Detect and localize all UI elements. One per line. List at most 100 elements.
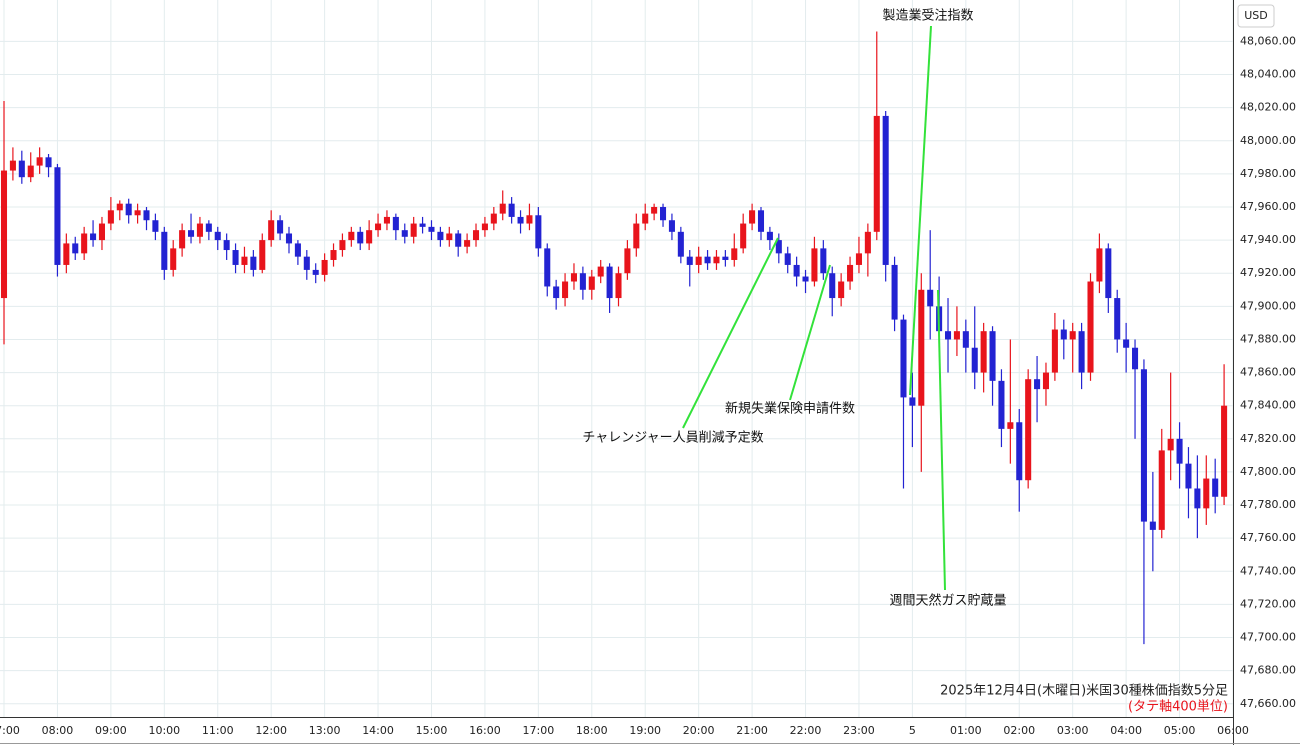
y-tick-label: 47,940.00 bbox=[1240, 233, 1296, 246]
candle-body bbox=[740, 223, 747, 249]
candle-body bbox=[1007, 422, 1014, 429]
candle-body bbox=[268, 220, 275, 241]
x-tick-label: 08:00 bbox=[42, 724, 74, 737]
candle-body bbox=[802, 276, 809, 282]
candle-body bbox=[855, 253, 862, 265]
x-tick-label: 5 bbox=[909, 724, 916, 737]
candle-body bbox=[811, 248, 818, 282]
candle-body bbox=[410, 223, 417, 237]
candle-body bbox=[704, 256, 711, 264]
candle-body bbox=[775, 240, 782, 254]
candle-body bbox=[232, 250, 239, 265]
candle-body bbox=[606, 266, 613, 299]
candle-body bbox=[1158, 450, 1165, 530]
annotation-line bbox=[682, 237, 779, 429]
candle-body bbox=[535, 215, 542, 249]
x-tick-label: 04:00 bbox=[1110, 724, 1142, 737]
candle-body bbox=[864, 231, 871, 254]
candle-body bbox=[446, 233, 453, 241]
candle-body bbox=[1123, 339, 1130, 348]
candle-body bbox=[143, 210, 150, 221]
candle-body bbox=[1016, 422, 1023, 481]
y-tick-label: 48,020.00 bbox=[1240, 101, 1296, 114]
candle-body bbox=[241, 256, 248, 265]
candle-body bbox=[784, 253, 791, 265]
price-axis-bg bbox=[1233, 0, 1300, 745]
candle-body bbox=[277, 220, 284, 234]
candle-body bbox=[294, 243, 301, 257]
candle-body bbox=[214, 231, 221, 241]
candle-body bbox=[998, 380, 1005, 429]
candle-body bbox=[116, 203, 123, 211]
candle-body bbox=[793, 264, 800, 277]
candle-body bbox=[472, 230, 480, 241]
candle-body bbox=[81, 233, 88, 254]
annotation: チャレンジャー人員削減予定数 bbox=[582, 430, 763, 446]
y-tick-label: 48,060.00 bbox=[1240, 34, 1296, 47]
x-tick-label: 01:00 bbox=[950, 724, 982, 737]
x-tick-label: 20:00 bbox=[683, 724, 715, 737]
candle-body bbox=[1096, 248, 1103, 282]
candle-body bbox=[45, 157, 52, 168]
candle-body bbox=[749, 210, 756, 224]
candle-body bbox=[321, 259, 328, 275]
y-tick-label: 47,880.00 bbox=[1240, 332, 1296, 345]
annotation-line bbox=[909, 25, 932, 396]
candle-body bbox=[107, 210, 114, 224]
candle-body bbox=[259, 240, 266, 270]
candle-body bbox=[161, 231, 168, 270]
y-tick-label: 47,840.00 bbox=[1240, 399, 1296, 412]
candle-body bbox=[873, 115, 880, 232]
y-tick-label: 48,000.00 bbox=[1240, 134, 1296, 147]
candle-body bbox=[588, 276, 595, 290]
candle-body bbox=[1185, 463, 1192, 489]
x-tick-label: 03:00 bbox=[1057, 724, 1089, 737]
candle-body bbox=[971, 347, 978, 373]
x-tick-label: 02:00 bbox=[1003, 724, 1035, 737]
candle-body bbox=[642, 213, 649, 224]
candle-body bbox=[1203, 478, 1210, 509]
x-tick-label: 11:00 bbox=[202, 724, 234, 737]
candle-body bbox=[285, 233, 293, 244]
x-tick-label: 17:00 bbox=[523, 724, 555, 737]
candle-body bbox=[1051, 329, 1058, 373]
candle-body bbox=[526, 215, 533, 224]
y-tick-label: 47,660.00 bbox=[1240, 697, 1296, 710]
candle-body bbox=[196, 223, 203, 237]
candle-body bbox=[660, 206, 667, 221]
candle-body bbox=[72, 243, 79, 254]
candle-body bbox=[170, 248, 177, 270]
y-tick-label: 47,700.00 bbox=[1240, 631, 1296, 644]
candle-body bbox=[615, 273, 622, 299]
candle-body bbox=[944, 331, 952, 340]
x-tick-label: 06:00 bbox=[1217, 724, 1249, 737]
candle-body bbox=[1140, 369, 1147, 522]
candle-body bbox=[419, 223, 426, 227]
candle-body bbox=[633, 223, 640, 249]
annotation-line bbox=[937, 289, 946, 591]
candle-body bbox=[330, 250, 337, 260]
candle-body bbox=[882, 115, 889, 265]
candle-body bbox=[1087, 281, 1094, 373]
chart-title: 2025年12月4日(木曜日)米国30種株価指数5分足 bbox=[940, 683, 1228, 699]
y-tick-label: 47,820.00 bbox=[1240, 432, 1296, 445]
annotation: 製造業受注指数 bbox=[882, 8, 973, 24]
candle-body bbox=[1069, 331, 1076, 340]
candle-body bbox=[36, 157, 43, 166]
annotation-line bbox=[789, 264, 831, 401]
x-tick-label: 16:00 bbox=[469, 724, 501, 737]
candle-body bbox=[1078, 331, 1085, 373]
candle-body bbox=[90, 233, 97, 241]
y-tick-label: 47,920.00 bbox=[1240, 266, 1296, 279]
candle-body bbox=[27, 165, 34, 178]
candle-body bbox=[562, 281, 569, 299]
y-tick-label: 47,860.00 bbox=[1240, 366, 1296, 379]
candle-body bbox=[820, 248, 827, 274]
y-tick-label: 47,740.00 bbox=[1240, 564, 1296, 577]
y-tick-label: 47,980.00 bbox=[1240, 167, 1296, 180]
candle-body bbox=[909, 397, 916, 406]
candle-body bbox=[134, 210, 141, 216]
annotation: 新規失業保険申請件数 bbox=[725, 401, 855, 417]
candle-body bbox=[766, 231, 773, 241]
